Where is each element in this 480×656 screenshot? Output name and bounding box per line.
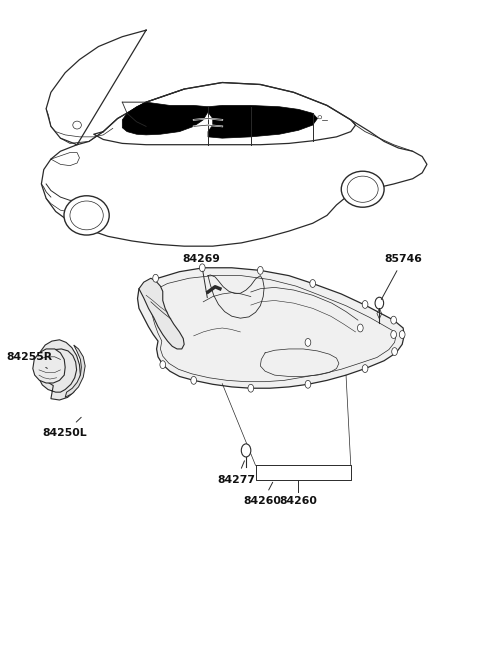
Circle shape [199, 264, 205, 272]
Circle shape [391, 316, 396, 324]
Polygon shape [139, 278, 184, 349]
Polygon shape [33, 349, 65, 383]
Circle shape [257, 266, 263, 274]
Circle shape [241, 444, 251, 457]
Text: 84250L: 84250L [43, 417, 87, 438]
Polygon shape [122, 102, 208, 135]
Polygon shape [138, 268, 404, 388]
Circle shape [305, 380, 311, 388]
Polygon shape [208, 106, 317, 138]
Circle shape [375, 297, 384, 309]
Text: 85746: 85746 [381, 255, 422, 300]
Circle shape [153, 274, 158, 282]
Circle shape [305, 338, 311, 346]
Text: 84260: 84260 [244, 482, 282, 506]
Polygon shape [65, 345, 85, 398]
Text: 84277: 84277 [217, 461, 255, 485]
Ellipse shape [341, 171, 384, 207]
Circle shape [362, 300, 368, 308]
Text: 84255R: 84255R [6, 352, 52, 369]
Ellipse shape [64, 195, 109, 235]
Circle shape [391, 331, 396, 338]
Text: 84269: 84269 [182, 255, 220, 298]
Polygon shape [36, 340, 81, 400]
Circle shape [191, 377, 196, 384]
Circle shape [310, 279, 315, 287]
Circle shape [248, 384, 253, 392]
Ellipse shape [70, 201, 103, 230]
Circle shape [399, 331, 405, 338]
Ellipse shape [347, 176, 378, 202]
Ellipse shape [73, 121, 82, 129]
Circle shape [392, 348, 397, 356]
Ellipse shape [318, 115, 322, 119]
Circle shape [160, 361, 166, 369]
Text: 84260: 84260 [279, 497, 317, 506]
Circle shape [358, 324, 363, 332]
Circle shape [362, 365, 368, 373]
